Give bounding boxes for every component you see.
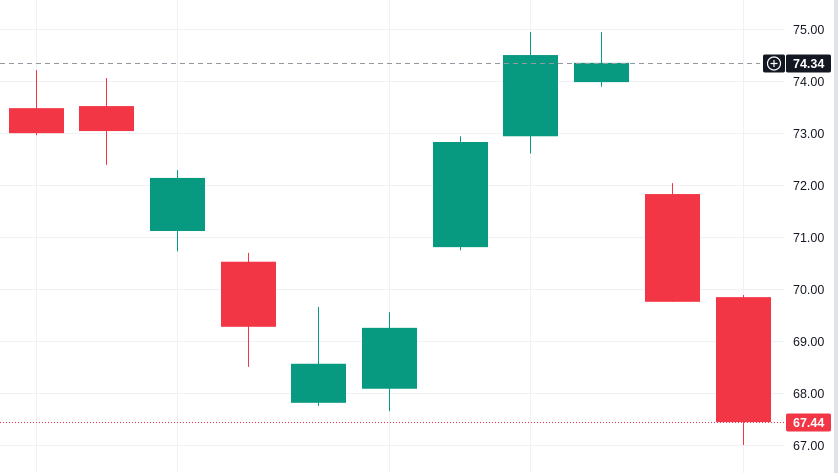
candle-body[interactable] bbox=[716, 297, 771, 423]
candle-body[interactable] bbox=[150, 177, 205, 232]
y-tick-label: 71.00 bbox=[793, 231, 824, 245]
plus-circle-icon bbox=[766, 56, 782, 71]
crosshair-price-label: 74.34 bbox=[793, 57, 824, 71]
candle-body[interactable] bbox=[362, 327, 417, 389]
y-tick-label: 73.00 bbox=[793, 127, 824, 141]
plus-icon bbox=[770, 60, 778, 67]
candle-body[interactable] bbox=[9, 108, 64, 134]
candle-body[interactable] bbox=[433, 141, 488, 248]
candle-body[interactable] bbox=[574, 62, 629, 83]
last-price-label-bg bbox=[786, 413, 831, 432]
crosshair-price-label-bg bbox=[786, 54, 831, 73]
y-tick-label: 75.00 bbox=[793, 23, 824, 37]
y-tick-label: 72.00 bbox=[793, 179, 824, 193]
y-tick-label: 74.00 bbox=[793, 75, 824, 89]
candle-body[interactable] bbox=[79, 106, 134, 132]
y-tick-label: 69.00 bbox=[793, 335, 824, 349]
y-tick-label: 67.00 bbox=[793, 439, 824, 453]
candle-body[interactable] bbox=[221, 261, 276, 327]
y-tick-label: 70.00 bbox=[793, 283, 824, 297]
candle-body[interactable] bbox=[291, 363, 346, 403]
candle-body[interactable] bbox=[645, 194, 700, 302]
scrollbar[interactable] bbox=[834, 0, 838, 473]
y-tick-label: 68.00 bbox=[793, 387, 824, 401]
candle-body[interactable] bbox=[503, 55, 558, 137]
last-price-label: 67.44 bbox=[793, 416, 824, 430]
